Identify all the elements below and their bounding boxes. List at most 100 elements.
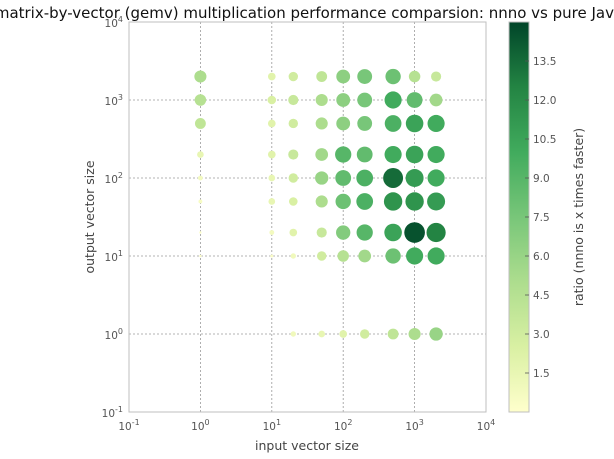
scatter-point (339, 330, 348, 338)
scatter-point (270, 254, 274, 258)
scatter-point (288, 94, 299, 106)
colorbar-tick-label: 7.5 (533, 212, 550, 224)
scatter-point (356, 146, 373, 163)
y-tick-label: 102 (105, 171, 123, 186)
scatter-point (336, 225, 351, 240)
scatter-point (315, 117, 328, 130)
scatter-point (429, 327, 443, 341)
scatter-point (384, 145, 402, 164)
scatter-point (356, 169, 374, 187)
colorbar-tick-label: 9.0 (533, 173, 550, 185)
colorbar-tick-label: 12.0 (533, 95, 556, 107)
scatter-point (335, 170, 352, 186)
y-tick-label: 104 (105, 15, 123, 30)
scatter-point (384, 91, 402, 109)
colorbar-tick-label: 10.5 (533, 134, 556, 146)
scatter-point (316, 227, 327, 238)
scatter-point (427, 247, 445, 265)
scatter-point (336, 116, 351, 131)
scatter-point (288, 149, 299, 160)
scatter-point (405, 192, 424, 211)
colorbar-ticks: 1.5 3.0 4.5 6.0 7.5 9.0 10.5 12.0 13.5 (525, 56, 556, 380)
scatter-point (315, 171, 329, 185)
scatter-point (405, 145, 424, 164)
scatter-point (317, 251, 327, 261)
scatter-point (290, 253, 297, 259)
scatter-point (315, 93, 328, 107)
scatter-point (289, 228, 298, 237)
scatter-point (426, 222, 446, 243)
scatter-point (267, 95, 277, 105)
scatter-point (194, 70, 207, 83)
scatter-point (427, 145, 445, 164)
scatter-point (336, 69, 351, 84)
scatter-point (358, 249, 372, 263)
colorbar: 1.5 3.0 4.5 6.0 7.5 9.0 10.5 12.0 13.5 (508, 21, 556, 413)
grid-lines (129, 22, 486, 412)
scatter-point (405, 114, 424, 133)
scatter-point (199, 254, 202, 258)
y-tick-label: 103 (105, 93, 123, 108)
y-tick-label: 10-1 (102, 405, 123, 420)
x-tick-label: 103 (405, 418, 423, 433)
scatter-point (356, 193, 374, 210)
plot-frame (128, 21, 487, 413)
scatter-point (337, 250, 349, 262)
scatter-point (384, 115, 402, 132)
scatter-point (429, 93, 443, 107)
scatter-point (288, 71, 298, 82)
scatter-point (288, 118, 298, 129)
scatter-point (197, 175, 203, 181)
colorbar-label: ratio (nnno is x times faster) (571, 128, 586, 306)
y-axis-ticks: 10-1 100 101 102 103 104 (102, 15, 123, 420)
scatter-point (335, 146, 352, 163)
y-axis-label: output vector size (82, 160, 97, 273)
scatter-point (315, 148, 329, 161)
scatter-point (408, 70, 421, 83)
scatter-point (384, 223, 402, 242)
x-tick-label: 10-1 (118, 418, 139, 433)
scatter-point (427, 169, 445, 187)
colorbar-tick-label: 6.0 (533, 251, 550, 263)
scatter-point (194, 118, 206, 129)
scatter-point (357, 92, 373, 108)
scatter-point (316, 71, 328, 82)
scatter-point (268, 174, 276, 182)
scatter-point (199, 231, 202, 234)
scatter-point (269, 230, 275, 235)
scatter-point (289, 197, 298, 206)
y-tick-label: 100 (105, 327, 123, 342)
scatter-point (267, 72, 276, 81)
colorbar-tick-label: 3.0 (533, 329, 550, 341)
scatter-point (357, 116, 373, 131)
scatter-point (383, 192, 403, 211)
x-tick-label: 100 (191, 418, 209, 433)
scatter-point (357, 69, 373, 84)
scatter-points (194, 68, 446, 341)
x-tick-label: 101 (263, 418, 281, 433)
scatter-point (315, 195, 328, 208)
plot-area (128, 21, 487, 413)
x-tick-label: 104 (477, 418, 495, 433)
scatter-point (385, 68, 401, 85)
scatter-point (356, 224, 373, 241)
scatter-point (385, 248, 401, 264)
scatter-point (406, 247, 424, 265)
y-tick-label: 101 (105, 249, 123, 264)
scatter-point (198, 199, 203, 204)
scatter-point (406, 92, 423, 108)
scatter-point (335, 193, 351, 210)
scatter-point (194, 94, 207, 106)
colorbar-tick-label: 1.5 (533, 368, 550, 380)
scatter-point (267, 119, 276, 128)
scatter-point (267, 150, 276, 159)
colorbar-gradient (509, 22, 529, 412)
colorbar-tick-label: 13.5 (533, 56, 556, 68)
scatter-point (288, 173, 298, 183)
scatter-point (359, 329, 370, 339)
x-tick-label: 102 (334, 418, 352, 433)
scatter-point (427, 192, 446, 211)
scatter-point (197, 151, 204, 158)
colorbar-tick-label: 4.5 (533, 290, 550, 302)
